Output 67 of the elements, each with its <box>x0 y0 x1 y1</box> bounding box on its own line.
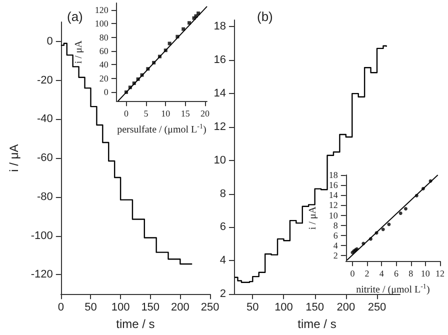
y-tick-label: -20 <box>37 74 53 86</box>
y-tick-label: 80 <box>99 32 109 42</box>
point <box>381 228 385 232</box>
y-axis-title: i / μA <box>308 206 318 230</box>
x-tick-label: 5 <box>144 108 149 119</box>
x-tick-label: 4 <box>379 268 384 279</box>
x-tick-label: 12 <box>436 268 444 279</box>
point <box>404 206 408 210</box>
x-tick-label: 150 <box>306 302 324 314</box>
y-tick-label: 0 <box>46 35 53 48</box>
y-tick-label: 6 <box>333 230 338 240</box>
y-tick-label: 40 <box>99 60 109 70</box>
x-tick-label: 10 <box>161 108 171 119</box>
point <box>398 212 402 216</box>
x-axis-title: time / s <box>116 317 155 331</box>
y-tick-label: 100 <box>94 18 109 29</box>
x-axis-title: time / s <box>298 317 336 331</box>
x-tick-label: 250 <box>368 302 386 314</box>
x-tick-label: 50 <box>246 302 259 314</box>
y-tick-label: -60 <box>37 152 53 164</box>
y-tick-label: 4 <box>333 240 338 250</box>
y-tick-label: 120 <box>94 4 109 15</box>
y-tick-label: 6 <box>220 221 226 234</box>
x-tick-label: 0 <box>124 108 129 119</box>
y-tick-label: 0 <box>104 87 109 98</box>
y-axis-title: i / μA <box>74 40 84 64</box>
y-tick-label: 14 <box>214 88 226 100</box>
y-tick-label: 18 <box>214 20 226 33</box>
x-tick-label: 10 <box>420 268 430 279</box>
x-tick-label: 6 <box>394 268 399 279</box>
x-tick-label: 200 <box>336 302 356 314</box>
y-tick-label: 18 <box>328 170 338 180</box>
y-tick-label: -100 <box>30 230 53 242</box>
y-tick-label: 4 <box>220 254 226 267</box>
y-tick-label: 10 <box>214 154 226 166</box>
x-tick-label: 8 <box>408 268 414 279</box>
y-tick-label: 16 <box>214 54 226 66</box>
x-tick-label: 20 <box>200 108 210 119</box>
x-tick-label: 15 <box>180 108 190 119</box>
x-tick-label: 200 <box>171 302 190 314</box>
x-tick-label: 50 <box>84 302 97 314</box>
y-tick-label: 8 <box>220 188 226 200</box>
y-tick-label: 12 <box>214 120 226 133</box>
y-tick-label: 20 <box>99 73 109 84</box>
chart-title: (b) <box>257 9 273 24</box>
y-tick-label: 10 <box>328 210 338 220</box>
point <box>387 222 391 226</box>
y-tick-label: 2 <box>220 288 226 300</box>
y-tick-label: 14 <box>328 190 338 200</box>
x-tick-label: 250 <box>200 302 220 314</box>
y-tick-label: -40 <box>37 113 53 126</box>
y-tick-label: 2 <box>333 250 338 261</box>
y-tick-label: -120 <box>30 268 53 281</box>
y-tick-label: 12 <box>328 200 338 210</box>
x-tick-label: 0 <box>58 302 64 314</box>
y-tick-label: 16 <box>328 180 338 190</box>
chart-title: (a) <box>67 9 83 24</box>
y-axis-title: i / μA <box>7 144 21 172</box>
y-tick-label: 60 <box>99 46 109 56</box>
x-tick-label: 2 <box>364 268 370 279</box>
x-tick-label: 100 <box>274 302 293 314</box>
y-tick-label: 8 <box>333 220 338 230</box>
x-tick-label: 100 <box>111 302 130 314</box>
y-tick-label: -80 <box>37 190 53 203</box>
point <box>168 42 172 46</box>
x-tick-label: 150 <box>141 302 160 314</box>
x-tick-label: 0 <box>350 268 356 279</box>
